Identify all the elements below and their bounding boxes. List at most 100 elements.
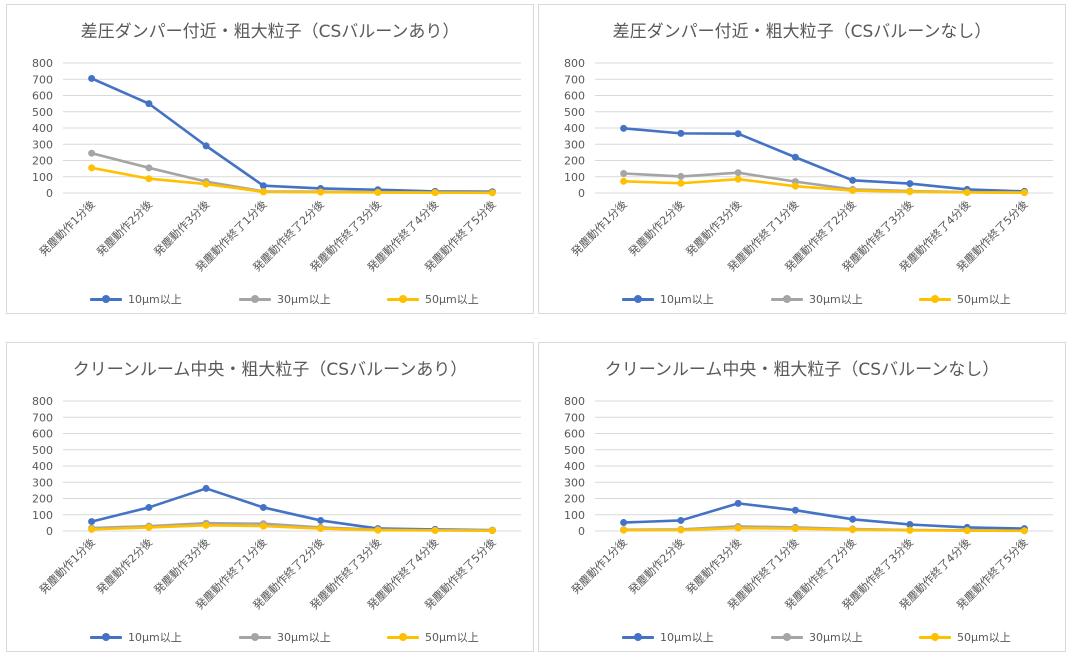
data-point — [791, 506, 799, 514]
legend-item-30um: 30μm以上 — [239, 291, 331, 307]
y-tick-label: 400 — [564, 122, 585, 135]
chart-title: 差圧ダンパー付近・粗大粒子（CSバルーンなし） — [612, 22, 992, 42]
y-tick-label: 500 — [32, 106, 53, 119]
y-tick-label: 400 — [564, 460, 585, 473]
chart-plot: 0 100 200 300 400 500 600 700 800 発塵動作1分後発塵動作2分後発… — [564, 57, 1053, 274]
legend-label: 30μm以上 — [277, 631, 331, 644]
data-point — [849, 176, 857, 184]
chart-panel-3: クリーンルーム中央・粗大粒子（CSバルーンあり） 0 100 200 300 400 50… — [6, 342, 534, 652]
y-tick-label: 300 — [564, 138, 585, 151]
x-tick-label: 発塵動作1分後 — [36, 197, 98, 259]
legend-item-30um: 30μm以上 — [771, 629, 863, 645]
data-point — [259, 182, 267, 190]
data-point — [88, 525, 96, 533]
legend-item-10um: 10μm以上 — [622, 291, 714, 307]
data-point — [317, 525, 325, 533]
x-tick-label: 発塵動作2分後 — [625, 197, 687, 259]
data-point — [259, 522, 267, 530]
chart-title: 差圧ダンパー付近・粗大粒子（CSバルーンあり） — [80, 22, 460, 42]
y-tick-label: 500 — [32, 444, 53, 457]
series-line — [622, 502, 1026, 530]
series-line — [622, 177, 1026, 194]
data-point — [963, 527, 971, 535]
legend-line-icon — [90, 629, 122, 645]
chart-plot: 0 100 200 300 400 500 600 700 800 発塵動作1分後発塵動作2分後発… — [32, 57, 521, 274]
legend-line-icon — [771, 291, 803, 307]
y-tick-label: 0 — [46, 187, 53, 200]
y-tick-label: 800 — [32, 57, 53, 70]
data-point — [145, 175, 153, 183]
data-point — [849, 526, 857, 534]
legend-label: 30μm以上 — [277, 293, 331, 306]
data-point — [88, 74, 96, 82]
data-point — [677, 179, 685, 187]
legend-label: 30μm以上 — [809, 631, 863, 644]
y-tick-label: 200 — [32, 155, 53, 168]
data-point — [202, 521, 210, 529]
data-point — [677, 172, 685, 180]
data-point — [202, 180, 210, 188]
data-point — [677, 516, 685, 524]
y-tick-label: 600 — [564, 428, 585, 441]
data-point — [202, 484, 210, 492]
legend-line-icon — [622, 291, 654, 307]
chart-legend: 10μm以上 30μm以上 50μm以上 — [7, 629, 533, 645]
series-line — [622, 526, 1026, 533]
data-point — [734, 499, 742, 507]
x-tick-label: 発塵動作3分後 — [151, 197, 213, 259]
data-point — [145, 523, 153, 531]
legend-item-50um: 50μm以上 — [919, 629, 1011, 645]
x-tick-label: 発塵動作3分後 — [151, 535, 213, 597]
y-tick-label: 500 — [564, 444, 585, 457]
y-tick-label: 600 — [564, 90, 585, 103]
legend-label: 50μm以上 — [957, 631, 1011, 644]
data-point — [734, 175, 742, 183]
data-point — [906, 180, 914, 188]
data-point — [488, 189, 496, 197]
legend-label: 10μm以上 — [128, 293, 182, 306]
data-point — [145, 100, 153, 108]
y-tick-label: 500 — [564, 106, 585, 119]
y-tick-label: 800 — [564, 395, 585, 408]
chart-plot: 0 100 200 300 400 500 600 700 800 発塵動作1分後発塵動作2分後発… — [564, 395, 1053, 612]
legend-line-icon — [90, 291, 122, 307]
legend-item-30um: 30μm以上 — [239, 629, 331, 645]
data-point — [145, 164, 153, 172]
data-point — [849, 515, 857, 523]
y-tick-label: 800 — [564, 57, 585, 70]
data-point — [620, 519, 628, 527]
legend-label: 30μm以上 — [809, 293, 863, 306]
y-tick-label: 100 — [564, 171, 585, 184]
y-tick-label: 600 — [32, 428, 53, 441]
data-point — [677, 526, 685, 534]
x-tick-label: 発塵動作2分後 — [93, 197, 155, 259]
legend-line-icon — [622, 629, 654, 645]
series-line — [622, 127, 1026, 193]
data-point — [791, 182, 799, 190]
data-point — [906, 188, 914, 196]
y-tick-label: 0 — [578, 187, 585, 200]
data-point — [88, 164, 96, 172]
data-point — [734, 169, 742, 177]
y-tick-label: 700 — [564, 73, 585, 86]
y-tick-label: 0 — [46, 525, 53, 538]
legend-item-50um: 50μm以上 — [387, 291, 479, 307]
y-tick-label: 300 — [32, 476, 53, 489]
series-line — [90, 77, 494, 193]
chart-plot: 0 100 200 300 400 500 600 700 800 発塵動作1分後発塵動作2分後発… — [32, 395, 521, 612]
y-tick-label: 200 — [564, 155, 585, 168]
data-point — [88, 149, 96, 157]
y-tick-label: 200 — [32, 493, 53, 506]
data-point — [906, 526, 914, 534]
y-tick-label: 100 — [564, 509, 585, 522]
y-tick-label: 700 — [564, 411, 585, 424]
legend-line-icon — [771, 629, 803, 645]
chart-title: クリーンルーム中央・粗大粒子（CSバルーンなし） — [604, 360, 1000, 380]
legend-label: 50μm以上 — [425, 293, 479, 306]
legend-item-10um: 10μm以上 — [622, 629, 714, 645]
data-point — [620, 170, 628, 177]
legend-line-icon — [239, 629, 271, 645]
legend-item-50um: 50μm以上 — [919, 291, 1011, 307]
legend-label: 10μm以上 — [660, 631, 714, 644]
data-point — [1020, 189, 1028, 197]
